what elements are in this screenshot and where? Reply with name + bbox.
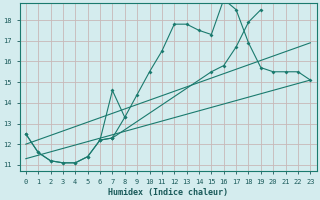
X-axis label: Humidex (Indice chaleur): Humidex (Indice chaleur) [108,188,228,197]
